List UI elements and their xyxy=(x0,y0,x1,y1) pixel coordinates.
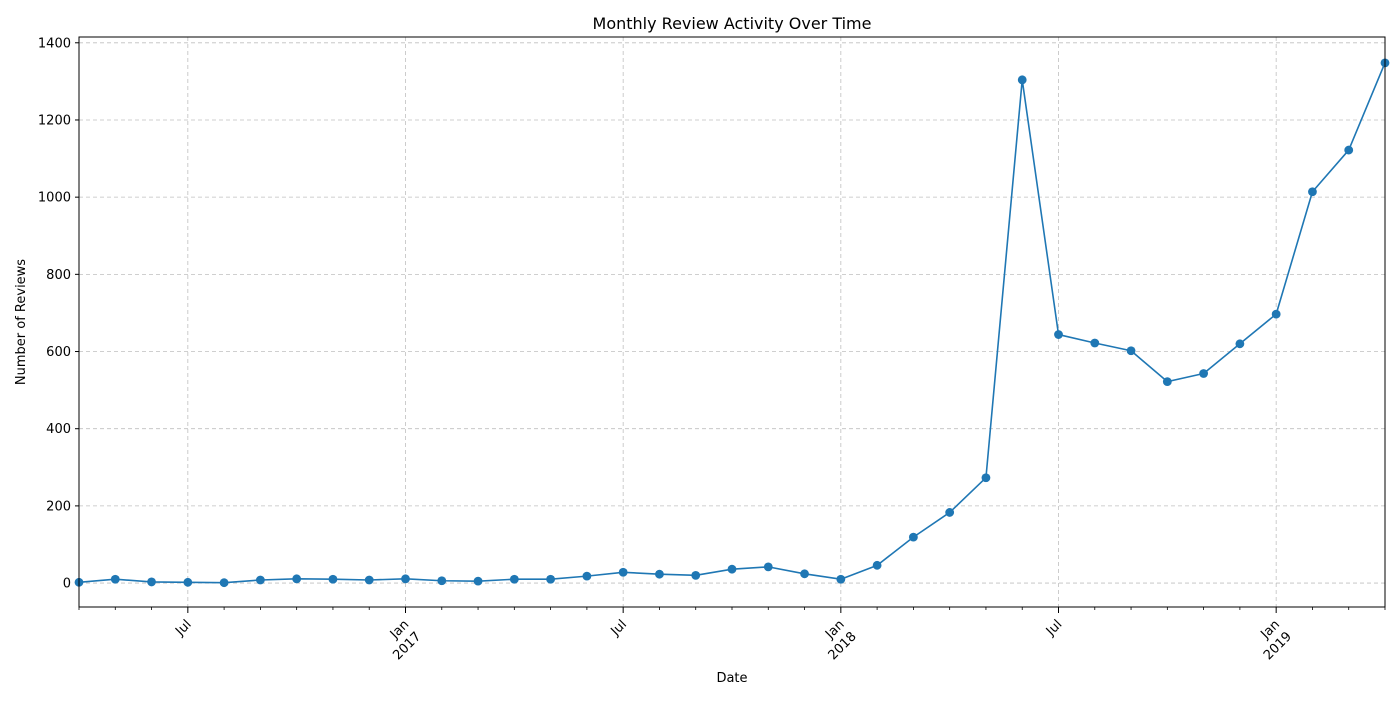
y-tick-label: 1000 xyxy=(38,191,71,206)
data-point xyxy=(691,570,701,580)
data-point xyxy=(763,562,773,572)
plot-frame xyxy=(78,36,1386,608)
data-point xyxy=(473,576,483,586)
x-tick-label: Jul xyxy=(172,617,194,639)
y-tick-label: 600 xyxy=(46,345,71,360)
data-point xyxy=(908,532,918,542)
y-tick-label: 800 xyxy=(46,268,71,283)
data-point xyxy=(582,571,592,581)
data-point xyxy=(255,575,265,585)
data-point xyxy=(147,577,156,587)
data-point xyxy=(655,569,664,579)
data-point xyxy=(183,577,193,587)
y-tick-label: 200 xyxy=(46,499,71,514)
data-point xyxy=(219,578,229,588)
data-point xyxy=(1017,75,1027,85)
y-tick-label: 0 xyxy=(63,577,71,592)
data-point xyxy=(1162,377,1172,387)
data-point xyxy=(1271,309,1281,319)
y-axis-label: Number of Reviews xyxy=(14,259,29,385)
data-point xyxy=(1308,187,1317,197)
data-point xyxy=(981,473,991,483)
data-point xyxy=(509,574,519,584)
data-point xyxy=(110,574,120,584)
x-tick-label: Jul xyxy=(1043,617,1065,639)
data-point xyxy=(800,569,809,579)
data-point xyxy=(1344,145,1354,155)
series-line xyxy=(78,62,1386,584)
data-point xyxy=(328,574,338,584)
y-tick-label: 1200 xyxy=(38,113,71,128)
data-point xyxy=(401,574,410,584)
y-tick-label: 400 xyxy=(46,422,71,437)
x-tick-label: Jul xyxy=(608,617,630,639)
data-point xyxy=(1090,338,1100,348)
data-point xyxy=(364,575,374,585)
data-point xyxy=(1199,369,1209,378)
data-point xyxy=(546,574,556,584)
data-point xyxy=(836,574,846,584)
y-tick-label: 1400 xyxy=(38,36,71,51)
data-point xyxy=(945,508,955,517)
x-axis-label: Date xyxy=(716,671,747,686)
chart-title: Monthly Review Activity Over Time xyxy=(593,14,872,33)
data-point xyxy=(1054,330,1063,339)
data-point xyxy=(1235,339,1245,349)
data-point xyxy=(727,564,737,574)
data-point xyxy=(292,574,302,584)
data-point xyxy=(618,567,628,577)
data-point xyxy=(872,560,882,570)
data-point xyxy=(437,576,447,586)
data-point xyxy=(1126,346,1136,356)
